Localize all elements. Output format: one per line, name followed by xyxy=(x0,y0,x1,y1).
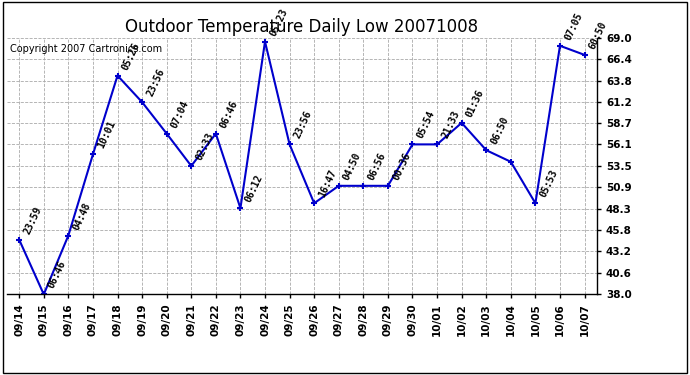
Text: Copyright 2007 Cartronics.com: Copyright 2007 Cartronics.com xyxy=(10,44,162,54)
Text: 06:46: 06:46 xyxy=(46,260,68,290)
Text: 23:56: 23:56 xyxy=(145,67,166,98)
Text: 10:01: 10:01 xyxy=(96,119,117,150)
Text: 00:36: 00:36 xyxy=(391,151,412,182)
Text: 04:48: 04:48 xyxy=(71,201,92,231)
Text: 06:56: 06:56 xyxy=(366,151,388,182)
Text: 07:04: 07:04 xyxy=(170,99,191,129)
Text: 05:23: 05:23 xyxy=(268,7,289,38)
Text: 05:54: 05:54 xyxy=(415,110,437,140)
Text: 04:50: 04:50 xyxy=(342,151,363,182)
Text: 06:12: 06:12 xyxy=(243,173,265,204)
Text: 23:59: 23:59 xyxy=(22,205,43,236)
Text: 05:53: 05:53 xyxy=(538,168,560,199)
Title: Outdoor Temperature Daily Low 20071008: Outdoor Temperature Daily Low 20071008 xyxy=(126,18,478,36)
Text: 16:47: 16:47 xyxy=(317,168,338,199)
Text: 23:56: 23:56 xyxy=(293,110,314,140)
Text: 06:46: 06:46 xyxy=(219,99,240,129)
Text: 60:50: 60:50 xyxy=(587,20,609,51)
Text: 05:26: 05:26 xyxy=(120,40,141,72)
Text: 07:05: 07:05 xyxy=(563,11,584,42)
Text: 06:50: 06:50 xyxy=(489,115,511,146)
Text: 21:33: 21:33 xyxy=(440,110,462,140)
Text: 01:36: 01:36 xyxy=(464,88,486,118)
Text: 02:33: 02:33 xyxy=(194,131,215,162)
